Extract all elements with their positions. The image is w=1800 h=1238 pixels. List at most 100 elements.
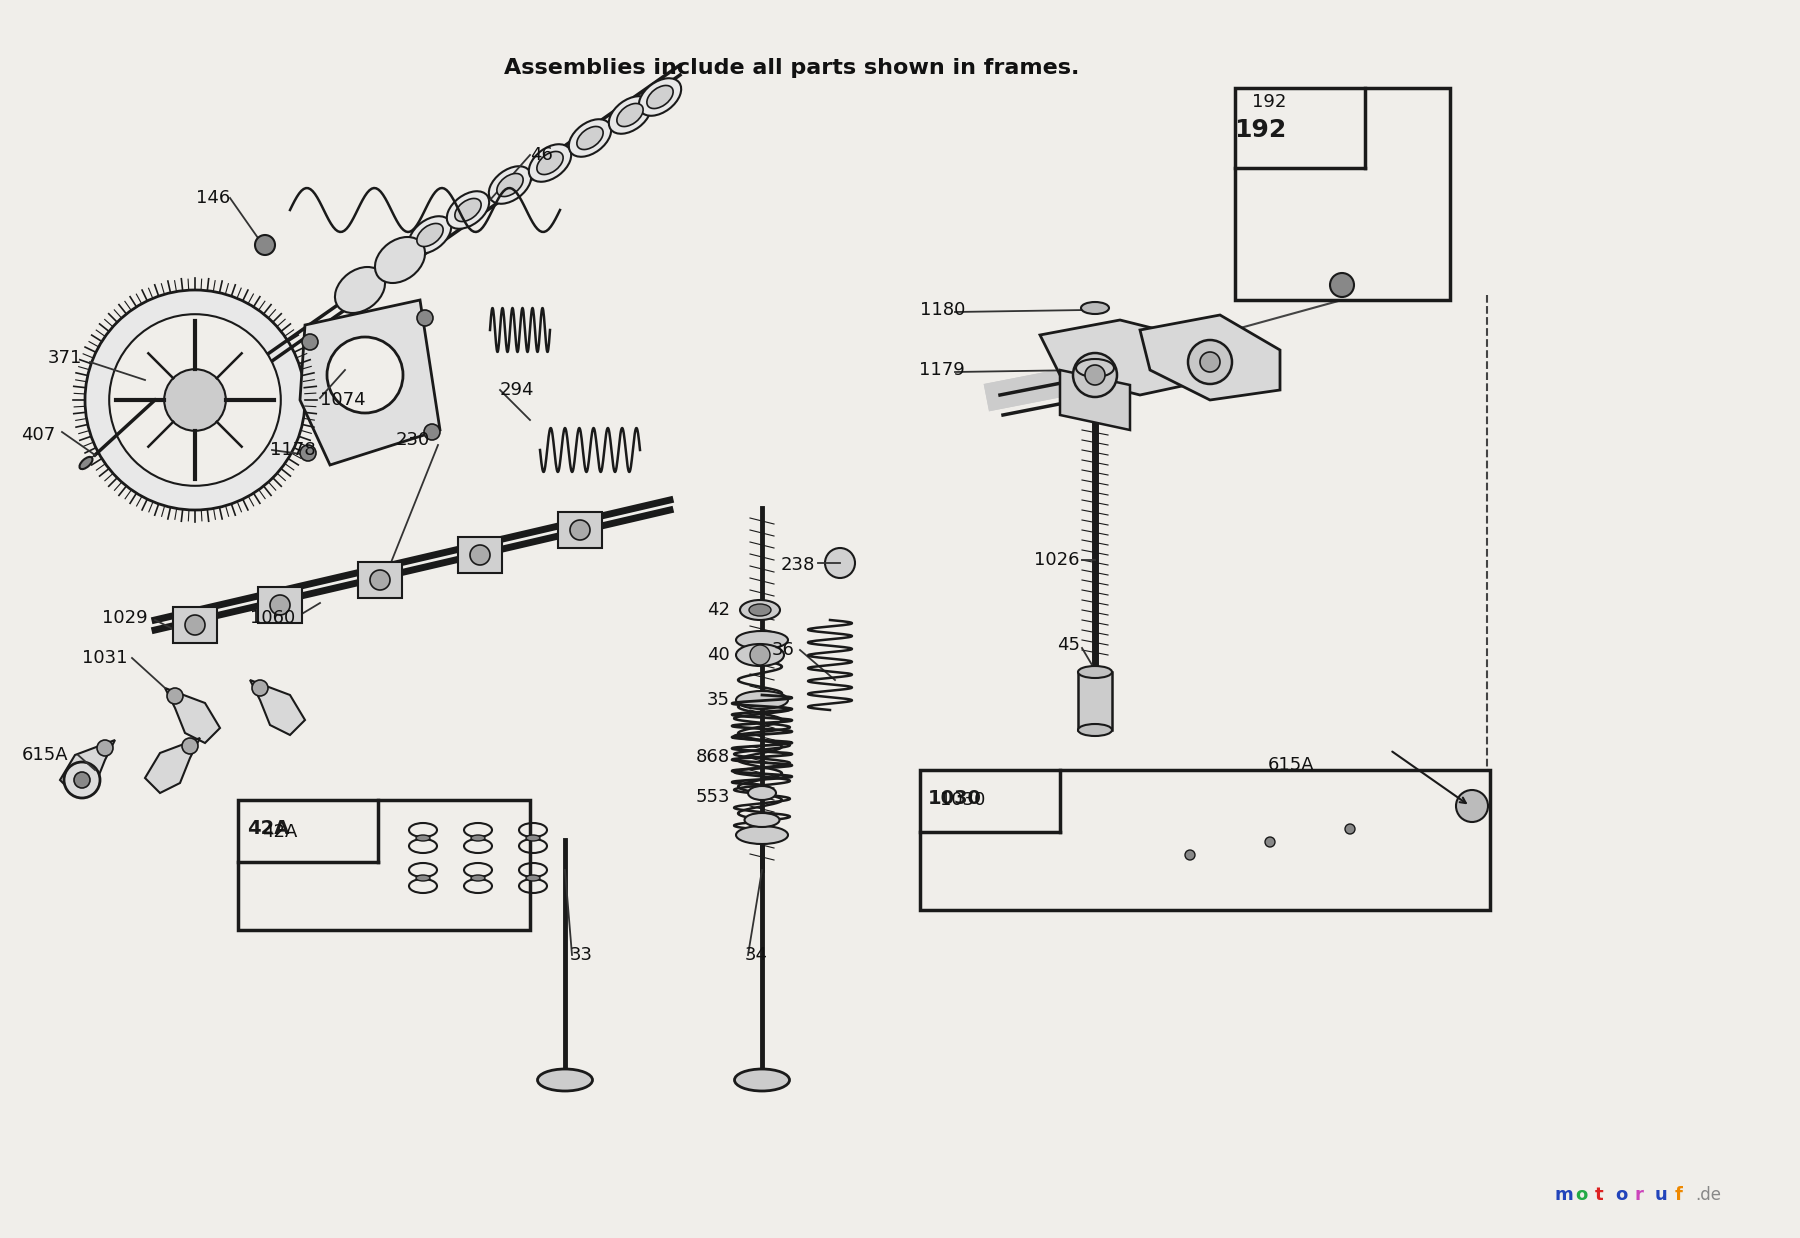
Text: 42A: 42A: [263, 823, 297, 841]
Text: 230: 230: [396, 431, 430, 449]
Ellipse shape: [497, 173, 524, 197]
Ellipse shape: [526, 834, 540, 841]
Circle shape: [1188, 340, 1231, 384]
Ellipse shape: [536, 151, 563, 175]
Polygon shape: [1060, 370, 1130, 430]
Text: 192: 192: [1253, 93, 1287, 111]
Ellipse shape: [416, 834, 430, 841]
Ellipse shape: [416, 875, 430, 881]
Text: 45: 45: [1057, 636, 1080, 654]
Ellipse shape: [569, 119, 612, 157]
Circle shape: [65, 763, 101, 799]
Text: 1030: 1030: [940, 791, 985, 808]
Ellipse shape: [418, 224, 443, 246]
Text: f: f: [1676, 1186, 1683, 1205]
Circle shape: [1330, 274, 1354, 297]
Text: 407: 407: [22, 426, 56, 444]
Circle shape: [470, 545, 490, 565]
Text: 1178: 1178: [270, 441, 315, 459]
Text: r: r: [1634, 1186, 1643, 1205]
Bar: [1078, 672, 1112, 730]
Text: 615A: 615A: [1267, 756, 1314, 774]
Text: 36: 36: [772, 641, 796, 659]
Ellipse shape: [446, 191, 490, 229]
Polygon shape: [166, 688, 220, 743]
Circle shape: [185, 615, 205, 635]
Text: 238: 238: [781, 556, 815, 574]
Circle shape: [85, 290, 304, 510]
Bar: [173, 607, 218, 643]
Circle shape: [571, 520, 590, 540]
Ellipse shape: [538, 1068, 592, 1091]
Circle shape: [167, 688, 184, 704]
Text: 42: 42: [707, 600, 731, 619]
Ellipse shape: [409, 217, 452, 254]
Ellipse shape: [1078, 666, 1112, 678]
Text: 42A: 42A: [247, 818, 290, 837]
Text: 1060: 1060: [250, 609, 295, 626]
Bar: [358, 562, 401, 598]
Ellipse shape: [1082, 302, 1109, 314]
Text: .de: .de: [1696, 1186, 1721, 1205]
Circle shape: [252, 680, 268, 696]
Bar: [457, 537, 502, 573]
Circle shape: [301, 444, 317, 461]
Ellipse shape: [736, 631, 788, 649]
Ellipse shape: [734, 1068, 790, 1091]
Bar: [238, 800, 529, 930]
Circle shape: [256, 235, 275, 255]
Text: o: o: [1615, 1186, 1627, 1205]
Circle shape: [751, 645, 770, 665]
Text: 33: 33: [571, 946, 592, 964]
Circle shape: [328, 337, 403, 413]
Ellipse shape: [749, 786, 776, 800]
Text: u: u: [1654, 1186, 1669, 1205]
Ellipse shape: [736, 691, 788, 709]
Ellipse shape: [1078, 724, 1112, 737]
Ellipse shape: [740, 600, 779, 620]
Text: 1029: 1029: [103, 609, 148, 626]
Ellipse shape: [472, 834, 484, 841]
Text: 40: 40: [707, 646, 731, 664]
Text: 1074: 1074: [320, 391, 365, 409]
Ellipse shape: [617, 104, 643, 126]
Circle shape: [371, 569, 391, 591]
Text: 1180: 1180: [920, 301, 965, 319]
Text: 1179: 1179: [920, 361, 965, 379]
Circle shape: [110, 314, 281, 485]
Polygon shape: [301, 300, 439, 465]
Ellipse shape: [576, 126, 603, 150]
Circle shape: [1265, 837, 1274, 847]
Bar: [1235, 88, 1451, 300]
Circle shape: [164, 369, 225, 431]
Circle shape: [97, 740, 113, 756]
Ellipse shape: [455, 198, 481, 222]
Ellipse shape: [490, 166, 531, 204]
Ellipse shape: [736, 644, 785, 666]
Circle shape: [1184, 851, 1195, 860]
Text: 615A: 615A: [22, 747, 68, 764]
Ellipse shape: [79, 457, 92, 469]
Text: 46: 46: [529, 146, 553, 163]
Text: 35: 35: [707, 691, 731, 709]
Text: 192: 192: [1233, 118, 1287, 142]
Polygon shape: [1139, 314, 1280, 400]
Text: 371: 371: [47, 349, 83, 366]
Text: o: o: [1575, 1186, 1588, 1205]
Text: 1026: 1026: [1035, 551, 1080, 569]
Circle shape: [824, 548, 855, 578]
Text: 294: 294: [500, 381, 535, 399]
Ellipse shape: [639, 78, 680, 116]
Ellipse shape: [745, 813, 779, 827]
Text: m: m: [1555, 1186, 1573, 1205]
Circle shape: [302, 334, 319, 350]
Bar: [920, 770, 1490, 910]
Circle shape: [1345, 825, 1355, 834]
Text: t: t: [1595, 1186, 1604, 1205]
Text: 146: 146: [196, 189, 230, 207]
Ellipse shape: [736, 826, 788, 844]
Ellipse shape: [472, 875, 484, 881]
Polygon shape: [250, 680, 304, 735]
Bar: [558, 513, 601, 548]
Circle shape: [1456, 790, 1489, 822]
